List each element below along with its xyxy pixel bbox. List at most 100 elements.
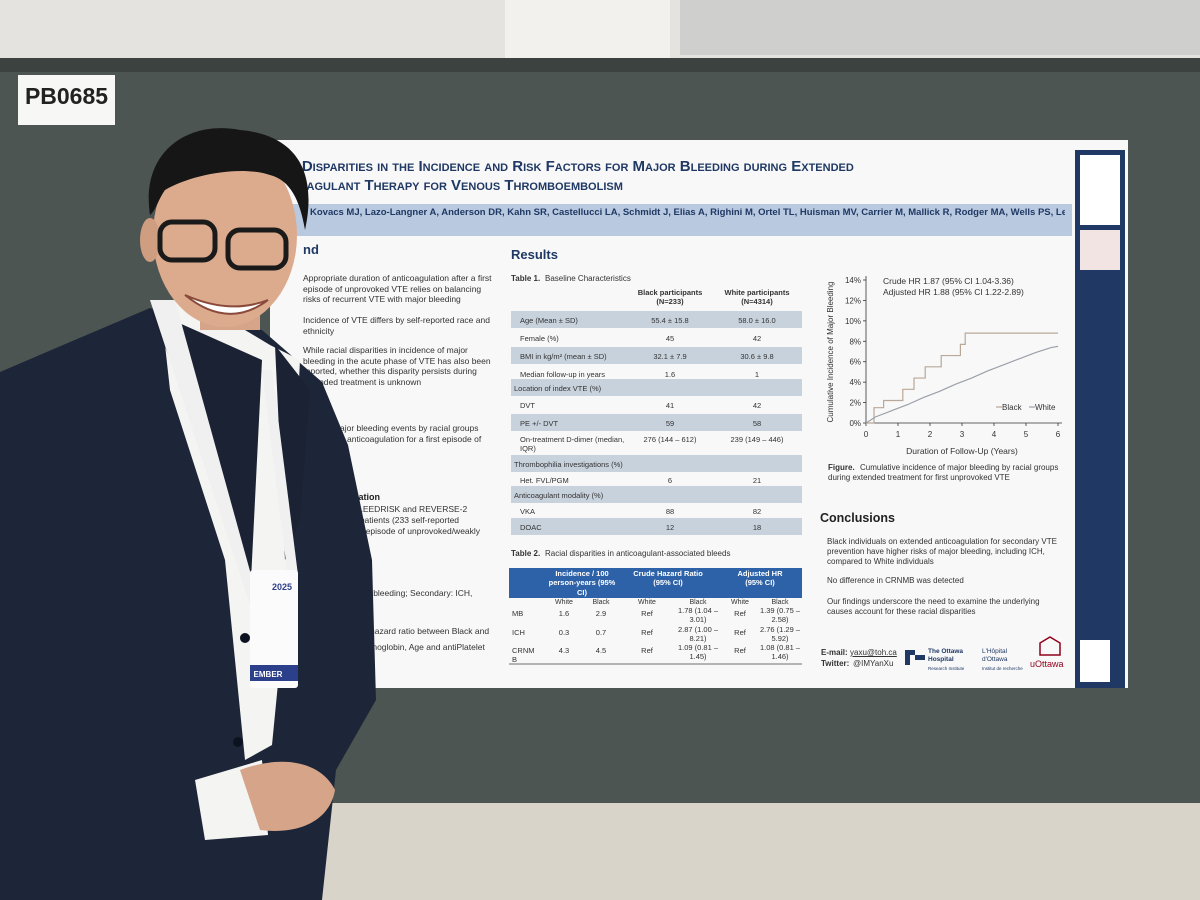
table-cell: 41	[665, 401, 675, 410]
x-tick-label: 4	[992, 430, 997, 439]
authors: Kovacs MJ, Lazo-Langner A, Anderson DR, …	[310, 207, 1065, 218]
logo-text: L'Hôpital d'Ottawa	[982, 648, 1008, 664]
logo-text: The Ottawa Hospital	[928, 648, 964, 664]
board-edge	[0, 58, 1200, 72]
table-cell: 88	[665, 507, 675, 516]
table-row-label: Median follow-up in years	[520, 370, 606, 379]
twitter-handle: @IMYanXu	[853, 659, 894, 668]
table-cell: 42	[752, 401, 762, 410]
y-tick-label: 2%	[849, 399, 861, 408]
table-subheader: White	[731, 599, 749, 606]
text-fragment: irst episode of unprovoked/weakly	[352, 526, 481, 536]
table-caption-label: Table 2.	[511, 549, 541, 558]
table-cell: 42	[752, 334, 762, 343]
table-cell: 18	[752, 523, 762, 532]
legend-label: Black	[1002, 403, 1023, 412]
table-cell: 2.9	[595, 609, 607, 618]
table-row-label: ICH	[512, 628, 525, 637]
x-tick-label: 3	[960, 430, 965, 439]
row-shade	[511, 486, 802, 503]
poster-title: oagulant Therapy for Venous Thromboembol…	[298, 177, 623, 194]
curve	[865, 345, 1059, 424]
table-row-label: VKA	[520, 507, 536, 516]
row-shade	[511, 379, 802, 396]
section-heading: Conclusions	[820, 511, 896, 525]
legend-label: White	[1035, 403, 1056, 412]
x-tick-label: 0	[864, 430, 869, 439]
y-axis-label: Cumulative Incidence of Major Bleeding	[826, 282, 835, 423]
table-cell: Ref	[734, 609, 746, 618]
x-tick-label: 6	[1056, 430, 1061, 439]
y-tick-label: 4%	[849, 378, 861, 387]
table-cell: 82	[752, 507, 762, 516]
table-cell: 1.6	[558, 609, 570, 618]
table-subheader: White	[555, 599, 573, 606]
table-header: Incidence / 100 person-years (95% CI)	[548, 569, 616, 597]
table-row-label: Female (%)	[520, 334, 559, 343]
table-cell: Ref	[734, 628, 746, 637]
table-header: White participants (N=4314)	[724, 288, 790, 307]
logo-text: Institut de recherche	[982, 666, 1023, 671]
row-shade	[511, 311, 802, 328]
table-row-label: CRNMB	[512, 646, 535, 665]
figure-caption: Cumulative incidence of major bleeding b…	[828, 463, 1059, 482]
uottawa-logo	[1039, 636, 1061, 656]
table-cell: 1.78 (1.04 – 3.01)	[677, 606, 719, 625]
table-cell: 45	[665, 334, 675, 343]
text-fragment: moglobin, Age and antiPlatelet	[370, 642, 485, 652]
text-fragment: ajor bleeding events by racial groups	[340, 423, 479, 433]
table-cell: 239 (149 – 446)	[730, 435, 784, 444]
row-shade	[511, 414, 802, 431]
table-cell: 58	[752, 419, 762, 428]
y-tick-label: 12%	[845, 296, 861, 305]
table-row-label: PE +/- DVT	[520, 419, 559, 428]
table-section: Location of index VTE (%)	[514, 384, 602, 393]
x-axis-label: Duration of Follow-Up (Years)	[906, 446, 1018, 456]
table-section: Anticoagulant modality (%)	[514, 491, 604, 500]
table-row-label: Het. FVL/PGM	[520, 476, 569, 485]
table-cell: Ref	[641, 628, 653, 637]
text-fragment: anticoagulation for a first episode of	[347, 434, 482, 444]
logo-text: Research Institute	[928, 666, 965, 671]
sign-card	[18, 75, 115, 125]
contact-label: E-mail:	[821, 648, 848, 657]
table-header: Crude Hazard Ratio (95% CI)	[633, 569, 703, 588]
text-fragment: 47 patients (233 self-reported	[348, 515, 460, 525]
table-cell: 32.1 ± 7.9	[653, 352, 687, 361]
text-fragment: hazard ratio between Black and	[370, 626, 490, 636]
table-cell: 1.09 (0.81 – 1.45)	[677, 643, 719, 662]
table-caption: Racial disparities in anticoagulant-asso…	[545, 549, 731, 558]
table-header-band	[509, 568, 802, 598]
table-row-label: BMI in kg/m² (mean ± SD)	[520, 352, 607, 361]
bullet-text: Incidence of VTE differs by self-reporte…	[303, 315, 490, 336]
side-logo	[1080, 230, 1120, 270]
table-row-label: MB	[512, 609, 524, 618]
conclusion-text: Black individuals on extended anticoagul…	[827, 537, 1057, 566]
table-row-label: Age (Mean ± SD)	[520, 316, 578, 325]
table-cell: 1	[754, 370, 760, 379]
sign-text: PB0685	[24, 83, 109, 109]
table-cell: Ref	[734, 646, 746, 655]
y-tick-label: 10%	[845, 317, 861, 326]
table-row-label: On-treatment D-dimer (median, IQR)	[520, 435, 625, 454]
table-header: Black participants (N=233)	[637, 288, 703, 307]
logo-text: uOttawa	[1030, 659, 1064, 669]
table-cell: 58.0 ± 16.0	[738, 316, 776, 325]
table-cell: 1.08 (0.81 – 1.46)	[759, 643, 801, 662]
table-cell: 4.5	[595, 646, 607, 655]
table-cell: 12	[665, 523, 675, 532]
y-tick-label: 14%	[845, 276, 861, 285]
table-row-label: DVT	[520, 401, 535, 410]
table-subheader: White	[638, 599, 656, 606]
side-logo	[1080, 155, 1120, 225]
table-subheader: Black	[592, 599, 610, 606]
table-cell: 4.3	[558, 646, 570, 655]
table-cell: 59	[665, 419, 675, 428]
section-heading: nd	[303, 242, 319, 257]
annotation: Adjusted HR 1.88 (95% CI 1.22-2.89)	[883, 287, 1024, 297]
table-section: Thrombophilia investigations (%)	[514, 460, 623, 469]
table-cell: 2.87 (1.00 – 8.21)	[677, 625, 719, 644]
row-shade	[511, 455, 802, 472]
